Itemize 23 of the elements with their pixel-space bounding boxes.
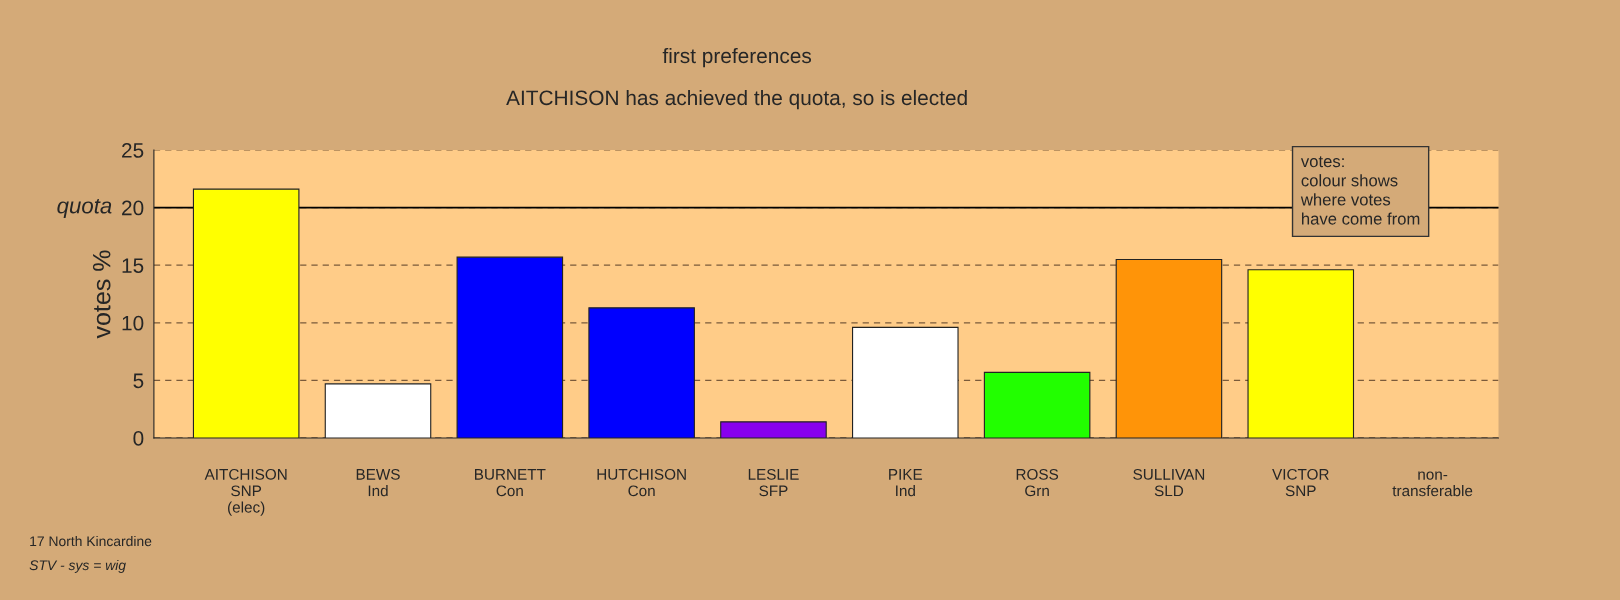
x-tick-label: HUTCHISON Con xyxy=(597,468,686,497)
x-tick-label: SULLIVAN SLD xyxy=(1133,468,1205,497)
x-tick-label: non- transferable xyxy=(1392,471,1473,497)
chart-subtitle: AITCHISON has achieved the quota, so is elected xyxy=(506,89,967,110)
y-tick-label: 15 xyxy=(122,258,144,273)
chart-title: first preferences xyxy=(662,47,812,68)
x-tick-label: ROSS Grn xyxy=(1016,468,1059,497)
ref-line-label: quota xyxy=(57,198,112,218)
x-tick-label: VICTOR SNP xyxy=(1272,468,1329,497)
y-tick-label: 10 xyxy=(122,315,144,331)
x-tick-label: PIKE Ind xyxy=(889,469,923,497)
x-tick-label: BEWS Ind xyxy=(356,468,400,497)
annotation: votes: colour shows where votes have come from xyxy=(1300,156,1420,225)
y-axis-title: votes % xyxy=(92,250,111,339)
y-tick-label: 20 xyxy=(122,200,144,216)
x-tick-label: AITCHISON SNP (elec) xyxy=(204,468,287,516)
text: 17 North Kincardine xyxy=(30,535,152,547)
y-tick-label: 5 xyxy=(133,373,144,389)
text: STV - sys = wig xyxy=(29,559,126,573)
x-tick-label: LESLIE SFP xyxy=(748,468,799,497)
y-tick-label: 0 xyxy=(133,431,144,446)
x-tick-label: BURNETT Con xyxy=(475,469,546,497)
y-tick-label: 25 xyxy=(122,143,144,158)
